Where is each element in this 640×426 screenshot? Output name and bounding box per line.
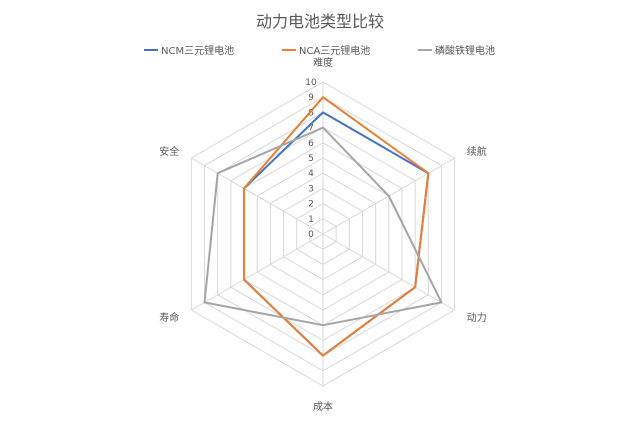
tick-label-8: 8 <box>308 108 314 118</box>
tick-label-9: 9 <box>308 93 314 103</box>
legend-item-ncm: NCM三元锂电池 <box>144 42 234 57</box>
axis-label-3: 成本 <box>313 400 333 413</box>
legend-item-nca: NCA三元锂电池 <box>282 42 370 57</box>
legend-label-ncm: NCM三元锂电池 <box>161 46 235 57</box>
legend-label-lfp: 磷酸铁锂电池 <box>435 46 495 57</box>
legend-swatch-ncm <box>144 48 158 51</box>
tick-label-2: 2 <box>308 200 314 210</box>
tick-label-4: 4 <box>308 169 314 179</box>
axis-label-2: 动力 <box>467 311 487 324</box>
legend-item-lfp: 磷酸铁锂电池 <box>418 42 495 57</box>
spoke-5 <box>191 157 324 235</box>
tick-label-1: 1 <box>308 215 314 225</box>
axis-label-4: 寿命 <box>159 311 179 324</box>
legend-swatch-lfp <box>418 48 432 51</box>
tick-label-3: 3 <box>308 184 314 194</box>
legend-label-nca: NCA三元锂电池 <box>299 46 371 57</box>
legend: NCM三元锂电池 NCA三元锂电池 磷酸铁锂电池 <box>0 42 640 57</box>
tick-label-6: 6 <box>308 139 314 149</box>
tick-label-0: 0 <box>308 230 314 240</box>
spoke-2 <box>322 233 455 311</box>
series-line-2 <box>203 126 443 327</box>
tick-label-7: 7 <box>308 124 314 134</box>
tick-label-10: 10 <box>305 78 317 88</box>
axis-label-1: 续航 <box>467 145 487 158</box>
series-line-1 <box>243 96 430 357</box>
tick-label-5: 5 <box>308 154 314 164</box>
spoke-4 <box>191 233 324 311</box>
legend-swatch-nca <box>282 48 296 51</box>
axis-label-0: 难度 <box>313 56 333 69</box>
chart-title: 动力电池类型比较 <box>255 12 384 31</box>
axis-label-5: 安全 <box>159 145 179 158</box>
